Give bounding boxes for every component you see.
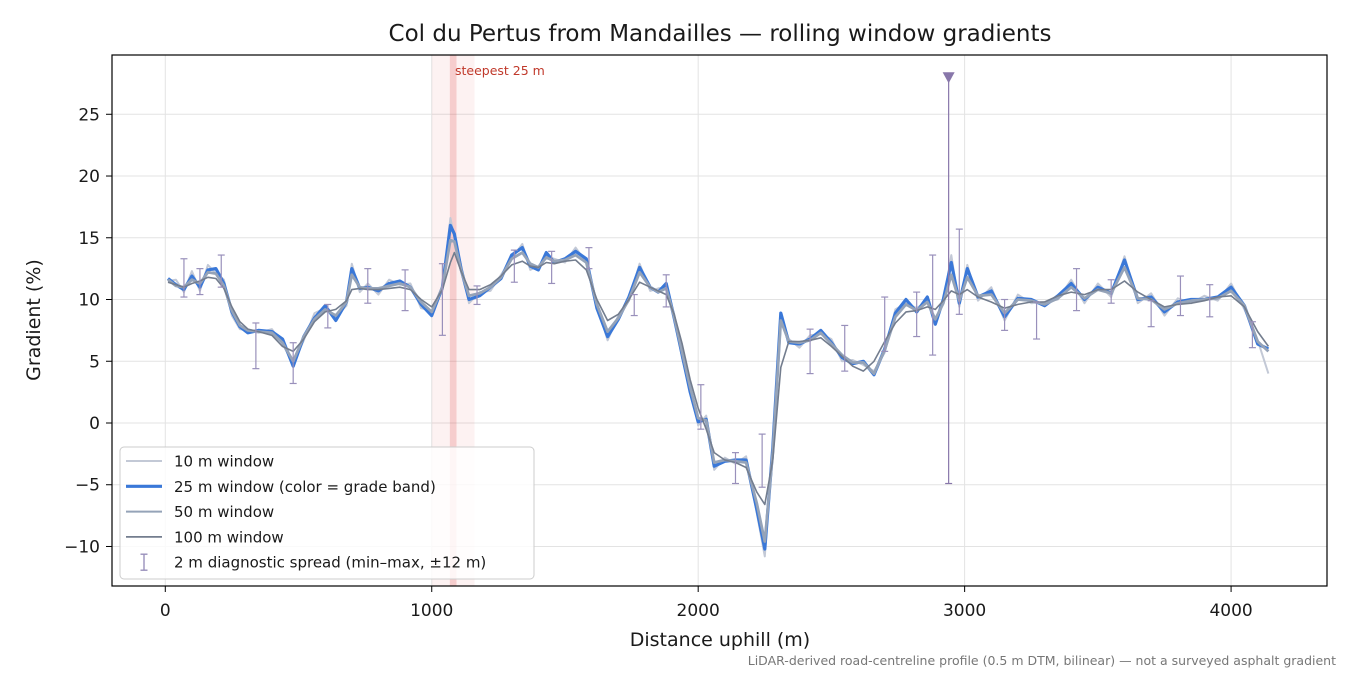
error-bar	[1073, 268, 1081, 312]
legend-item-w50: 50 m window	[126, 503, 274, 521]
error-bar	[662, 274, 670, 308]
y-tick-label: 5	[89, 352, 100, 372]
error-bar	[1248, 321, 1256, 349]
legend-box	[119, 446, 535, 580]
error-bar	[473, 285, 481, 306]
error-bar	[1147, 300, 1155, 328]
spike-marker-triangle	[942, 72, 955, 84]
spike-marker-group	[942, 72, 955, 485]
y-tick-label: −10	[64, 537, 100, 557]
error-bar	[1033, 301, 1041, 340]
plot-area-frame	[111, 54, 1328, 587]
legend-label: 25 m window (color = grade band)	[174, 478, 436, 496]
series-100m-window	[167, 251, 1270, 506]
legend-item-w25: 25 m window (color = grade band)	[126, 478, 436, 496]
error-bar	[913, 291, 921, 338]
error-bar	[180, 258, 188, 298]
error-bar	[929, 254, 937, 356]
error-bar	[364, 268, 372, 304]
legend-label: 100 m window	[174, 528, 284, 546]
x-tick-label: 0	[160, 601, 171, 621]
error-bar	[1206, 284, 1214, 318]
legend-label: 2 m diagnostic spread (min–max, ±12 m)	[174, 554, 486, 572]
error-bar	[1107, 279, 1115, 304]
x-tick-label: 1000	[410, 601, 453, 621]
legend-items: 10 m window 25 m window (color = grade ba…	[126, 453, 486, 572]
error-bar	[881, 296, 889, 352]
error-bar	[196, 268, 204, 296]
legend-item-errorbar: 2 m diagnostic spread (min–max, ±12 m)	[140, 553, 486, 572]
error-bar	[324, 303, 332, 329]
error-bar	[510, 249, 518, 283]
error-bar	[758, 433, 766, 488]
series-lines	[167, 217, 1270, 558]
y-tick-label: 20	[78, 167, 100, 187]
y-tick-label: −5	[75, 476, 100, 496]
error-bar	[438, 263, 446, 336]
error-bar	[1001, 298, 1009, 331]
y-tick-label: 10	[78, 291, 100, 311]
y-axis-ticks: −10 −5 0 5 10 15 20 25	[64, 105, 112, 557]
y-tick-label: 0	[89, 414, 100, 434]
error-bar	[1176, 275, 1184, 317]
error-bar	[217, 254, 225, 288]
x-tick-label: 4000	[1209, 601, 1252, 621]
chart-title: Col du Pertus from Mandailles — rolling …	[389, 21, 1052, 47]
legend-label: 50 m window	[174, 503, 274, 521]
error-bar	[252, 322, 260, 370]
error-bar	[806, 328, 814, 375]
error-bar	[731, 452, 739, 485]
error-bar	[401, 269, 409, 312]
x-tick-label: 2000	[677, 601, 720, 621]
error-bar	[548, 250, 556, 285]
footnote: LiDAR-derived road-centreline profile (0…	[748, 653, 1336, 668]
error-bar	[585, 247, 593, 270]
diagnostic-error-bars	[180, 228, 1256, 488]
legend-item-w100: 100 m window	[126, 528, 284, 546]
error-bar	[697, 384, 705, 430]
legend: 10 m window 25 m window (color = grade ba…	[119, 446, 535, 580]
error-bar	[630, 293, 638, 317]
error-bar	[841, 324, 849, 372]
x-axis-label: Distance uphill (m)	[630, 629, 810, 651]
error-bar	[289, 342, 297, 385]
x-axis-ticks: 0 1000 2000 3000 4000	[160, 586, 1253, 621]
steepest-annotation-label: steepest 25 m	[455, 63, 545, 78]
x-tick-label: 3000	[943, 601, 986, 621]
y-tick-label: 25	[78, 105, 100, 125]
grid	[112, 55, 1327, 586]
legend-label: 10 m window	[174, 453, 274, 471]
error-bar	[955, 228, 963, 315]
legend-item-w10: 10 m window	[126, 453, 274, 471]
steepest-band	[449, 55, 457, 586]
y-tick-label: 15	[78, 229, 100, 249]
y-axis-label: Gradient (%)	[23, 259, 45, 381]
